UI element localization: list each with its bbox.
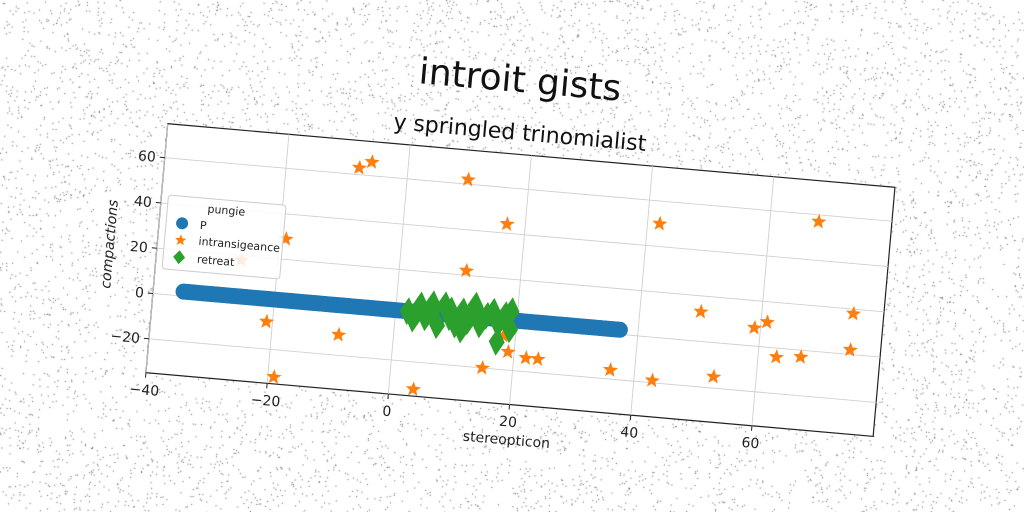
retreat-point-2	[412, 291, 429, 320]
retreat-point-5	[429, 311, 446, 340]
intransigeance-point-5	[652, 215, 668, 231]
intransigeance-point-6	[811, 213, 827, 229]
legend-entry-retreat: retreat	[196, 253, 235, 269]
retreat-point-9	[454, 297, 471, 326]
grid-line-y-4	[164, 157, 893, 222]
intransigeance-point-10	[747, 319, 763, 335]
y-tick-label-2: 20	[129, 239, 148, 256]
legend-marker-intransigeance	[175, 234, 187, 246]
intransigeance-point-2	[460, 171, 476, 187]
retreat-point-6	[436, 291, 453, 320]
series-retreat	[399, 290, 520, 356]
intransigeance-point-25	[793, 349, 809, 364]
intransigeance-point-4	[499, 216, 515, 231]
y-tick-label-4: 60	[137, 148, 156, 165]
legend-marker-p	[176, 217, 189, 230]
intransigeance-point-17	[500, 343, 516, 359]
intransigeance-point-22	[644, 372, 660, 388]
y-tick-label-0: −20	[110, 328, 141, 347]
legend-marker-retreat	[173, 250, 186, 265]
x-tick-label-3: 20	[498, 414, 517, 431]
intransigeance-point-0	[364, 154, 380, 169]
x-tick-label-4: 40	[620, 424, 639, 441]
retreat-point-17	[502, 315, 518, 344]
intransigeance-point-8	[458, 262, 475, 278]
legend: pungie P intransigeance retreat	[161, 194, 287, 280]
intransigeance-point-18	[518, 350, 534, 365]
legend-title: pungie	[207, 203, 246, 219]
intransigeance-point-21	[602, 362, 619, 377]
intransigeance-point-14	[259, 313, 275, 329]
x-tick-label-5: 60	[741, 435, 760, 452]
legend-entry-p: P	[199, 219, 207, 233]
intransigeance-point-9	[693, 303, 709, 319]
intransigeance-point-26	[266, 369, 282, 384]
intransigeance-point-13	[842, 341, 858, 357]
chart-title: introit gists	[417, 51, 623, 110]
retreat-point-14	[485, 297, 502, 326]
intransigeance-point-15	[331, 326, 347, 342]
plot-area: −40 −20 0 20 40 60 −20 0 20 40 60 stereopticon co…	[98, 123, 896, 453]
retreat-point-0	[399, 297, 416, 326]
y-axis-label: compactions	[98, 199, 122, 289]
retreat-point-22	[442, 296, 459, 325]
x-tick-label-1: −20	[250, 392, 281, 411]
y-tick-label-3: 40	[133, 194, 152, 211]
p-point-144	[611, 321, 628, 338]
legend-box	[161, 194, 287, 280]
intransigeance-point-27	[405, 381, 421, 397]
intransigeance-point-11	[759, 314, 775, 329]
retreat-point-23	[472, 303, 489, 332]
y-ticks: −20 0 20 40 60	[110, 148, 165, 347]
grid-line-y-0	[148, 338, 877, 403]
intransigeance-point-23	[706, 368, 722, 384]
intransigeance-point-24	[768, 349, 785, 364]
intransigeance-point-12	[846, 305, 862, 321]
y-tick-label-1: 0	[134, 285, 144, 302]
intransigeance-point-20	[474, 359, 491, 375]
retreat-point-19	[503, 297, 520, 326]
x-tick-label-0: −40	[129, 381, 160, 400]
intransigeance-point-19	[530, 351, 546, 366]
x-tick-label-2: 0	[382, 404, 392, 421]
retreat-point-11	[467, 291, 484, 320]
x-axis-label: stereopticon	[462, 429, 550, 453]
x-ticks: −40 −20 0 20 40 60	[129, 372, 760, 452]
retreat-point-18	[488, 327, 505, 356]
retreat-point-21	[424, 290, 441, 319]
retreat-point-20	[453, 315, 470, 344]
intransigeance-point-1	[351, 159, 368, 175]
